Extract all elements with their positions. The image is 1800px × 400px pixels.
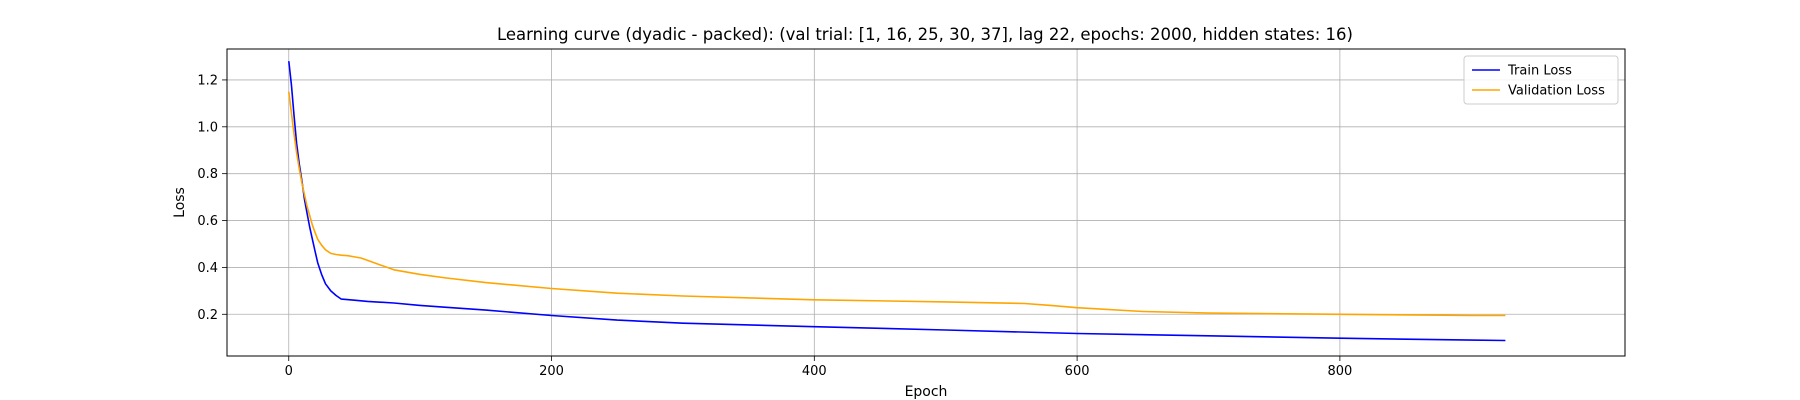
y-tick-label: 1.2: [197, 73, 218, 88]
grid: [227, 49, 1625, 356]
y-tick-label: 0.8: [197, 167, 218, 182]
x-tick-label: 0: [285, 364, 293, 379]
x-tick-label: 400: [802, 364, 827, 379]
series-line-1: [288, 91, 1506, 317]
series-lines: [288, 61, 1506, 342]
legend: Train Loss Validation Loss: [1463, 55, 1619, 105]
x-tick-label: 600: [1065, 364, 1090, 379]
y-tick-label: 1.0: [197, 120, 218, 135]
y-axis-label: Loss: [172, 187, 188, 218]
y-tick-label: 0.4: [197, 261, 218, 276]
y-tick-label: 0.6: [197, 214, 218, 229]
chart-title: Learning curve (dyadic - packed): (val t…: [497, 25, 1353, 44]
legend-label: Train Loss: [1507, 64, 1572, 79]
y-tick-label: 0.2: [197, 308, 218, 323]
legend-label: Validation Loss: [1508, 84, 1605, 99]
axes-ticks: 0 200 400 600 800 0.2 0.4 0.6 0.8 1.0 1.2: [197, 73, 1352, 379]
x-tick-label: 200: [539, 364, 564, 379]
plot-area-frame: [226, 48, 1626, 357]
x-tick-label: 800: [1327, 364, 1352, 379]
legend-box: [1463, 55, 1619, 105]
x-axis-label: Epoch: [905, 384, 948, 400]
